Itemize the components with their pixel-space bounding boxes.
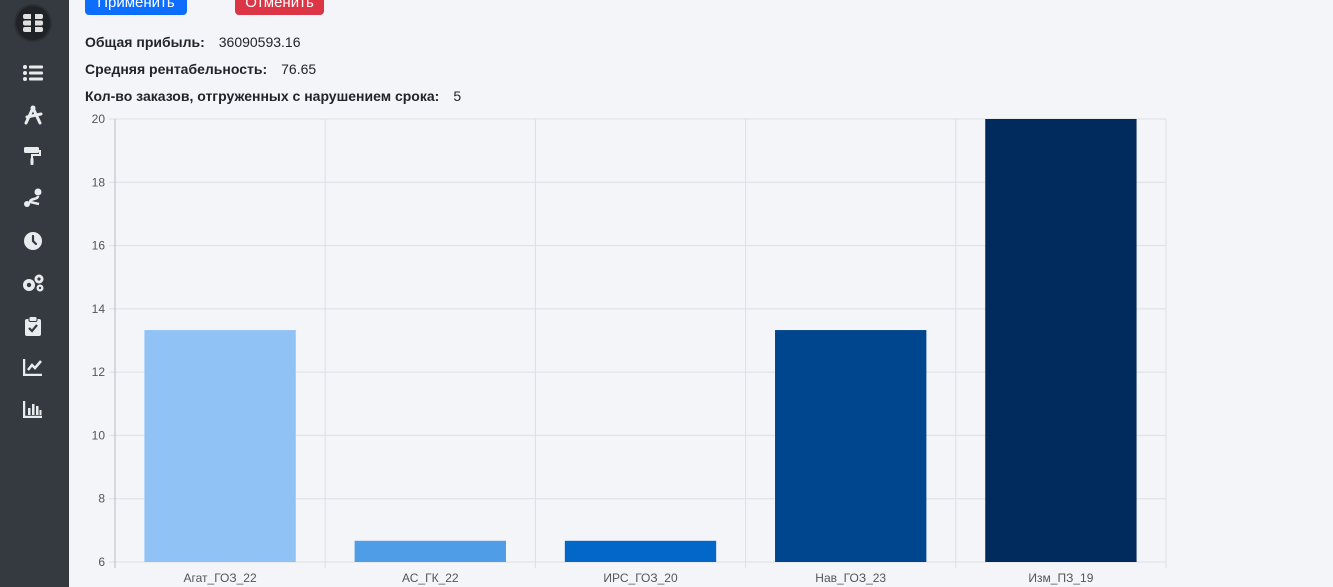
logo-icon[interactable] <box>14 4 52 42</box>
avg-profitability-label: Средняя рентабельность: <box>85 61 268 77</box>
bar <box>354 540 506 562</box>
list-icon[interactable] <box>20 60 46 86</box>
y-tick-label: 10 <box>92 428 106 442</box>
avg-profitability-value: 76.65 <box>281 61 317 77</box>
x-tick-label: ИРС_ГОЗ_20 <box>603 571 678 585</box>
x-tick-label: АС_ГК_22 <box>402 571 459 585</box>
paint-roller-icon[interactable] <box>20 143 46 169</box>
clock-icon[interactable] <box>20 228 46 254</box>
route-icon[interactable] <box>20 185 46 211</box>
total-profit-value: 36090593.16 <box>218 34 301 50</box>
y-tick-label: 12 <box>92 365 106 379</box>
y-tick-label: 14 <box>92 302 106 316</box>
bar <box>985 119 1137 562</box>
bar <box>564 540 717 562</box>
x-tick-label: Изм_ПЗ_19 <box>1028 571 1093 585</box>
x-tick-label: Агат_ГОЗ_22 <box>184 571 257 585</box>
x-tick-label: Нав_ГОЗ_23 <box>815 571 886 585</box>
apply-button[interactable]: Применить <box>85 0 187 15</box>
late-orders-value: 5 <box>453 88 462 104</box>
y-tick-label: 6 <box>98 555 105 569</box>
bar <box>144 330 296 562</box>
sidebar <box>0 0 69 587</box>
compass-drafting-icon[interactable] <box>20 102 46 128</box>
clipboard-check-icon[interactable] <box>20 313 46 339</box>
total-profit-stat: Общая прибыль: 36090593.16 <box>85 34 301 50</box>
avg-profitability-stat: Средняя рентабельность: 76.65 <box>85 61 316 77</box>
bar-chart-icon[interactable] <box>20 396 46 422</box>
y-tick-label: 20 <box>92 112 106 126</box>
late-orders-stat: Кол-во заказов, отгруженных с нарушением… <box>85 88 461 104</box>
gears-icon[interactable] <box>20 270 46 296</box>
total-profit-label: Общая прибыль: <box>85 34 205 50</box>
y-tick-label: 16 <box>92 239 106 253</box>
line-chart-icon[interactable] <box>20 354 46 380</box>
late-orders-label: Кол-во заказов, отгруженных с нарушением… <box>85 88 440 104</box>
y-tick-label: 18 <box>92 175 106 189</box>
y-tick-label: 8 <box>98 492 105 506</box>
bar <box>775 330 927 562</box>
cancel-button[interactable]: Отменить <box>235 0 324 15</box>
bar-chart: 6 8 10 12 14 16 18 20 Агат_ГОЗ_22 АС_ГК_22 ИРС_ГОЗ… <box>92 112 1167 585</box>
